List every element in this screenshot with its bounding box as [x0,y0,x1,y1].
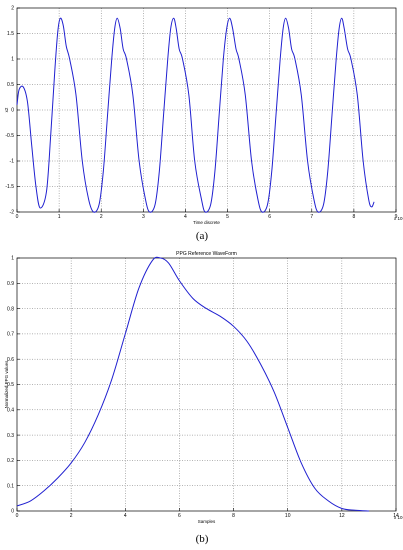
series-line [16,17,375,213]
x-multiplier-label: x 10⁴ [394,515,403,520]
x-axis-label: Time discrete [193,220,220,225]
y-tick-label: 0 [11,108,14,114]
y-tick-label: -1 [10,159,15,165]
y-tick-label: 0.8 [7,306,14,312]
y-axis-label: x2 [4,107,9,112]
y-tick-label: 0.4 [7,408,14,414]
x-multiplier-label: x 10⁴ [394,216,403,221]
plot-frame [16,257,397,512]
x-tick-label: 6 [178,513,181,519]
y-tick-label: -2 [10,210,15,216]
x-tick-label: 4 [124,513,127,519]
x-tick-label: 12 [339,513,345,519]
y-tick-label: -1.5 [5,184,14,190]
x-axis-label: Samples [198,519,216,524]
x-tick-label: 0 [16,214,19,220]
x-tick-label: 3 [142,214,145,220]
x-tick-label: 0 [16,513,19,519]
y-tick-label: 0.5 [7,382,14,388]
x-tick-label: 1 [58,214,61,220]
y-tick-label: 0.2 [7,458,14,464]
x-tick-label: 4 [184,214,187,220]
chart-title: PPG Reference WaveForm [176,251,237,257]
y-tick-label: 0.9 [7,281,14,287]
x-tick-label: 5 [226,214,229,220]
x-tick-label: 2 [100,214,103,220]
x-tick-label: 8 [232,513,235,519]
chart-b: 0 2 4 6 8 10 12 14 0 0.1 0.2 0.3 0.4 0.5 0.6 0.7 0.8 0.9 1… [4,251,403,545]
y-tick-label: 1 [11,256,14,262]
x-tick-label: 2 [70,513,73,519]
x-tick-label: 14 [393,513,399,519]
y-tick-label: 0.1 [7,483,14,489]
y-axis-label: Normalized PPG values [4,360,9,409]
y-tick-label: 2 [11,6,14,12]
plot-frame [16,7,397,213]
x-tick-label: 8 [352,214,355,220]
figure-caption: (a) [196,230,209,242]
y-tick-label: 0.3 [7,433,14,439]
y-tick-label: 0 [11,509,14,515]
y-tick-label: 1 [11,57,14,63]
y-tick-label: 0.5 [7,82,14,88]
x-tick-label: 9 [395,214,398,220]
y-tick-label: -0.5 [5,133,14,139]
x-tick-label: 10 [285,513,291,519]
series-line [16,256,369,512]
y-tick-label: 0.6 [7,357,14,363]
x-tick-label: 7 [310,214,313,220]
y-tick-label: 0.7 [7,332,14,338]
x-tick-label: 6 [268,214,271,220]
y-tick-label: 1.5 [7,31,14,37]
figure-caption: (b) [196,533,209,545]
chart-a: 0 1 2 3 4 5 6 7 8 9 -2 -1.5 -1 -0.5 0 0.5 1 1.5 2 x 10⁴ Time… [4,6,403,242]
